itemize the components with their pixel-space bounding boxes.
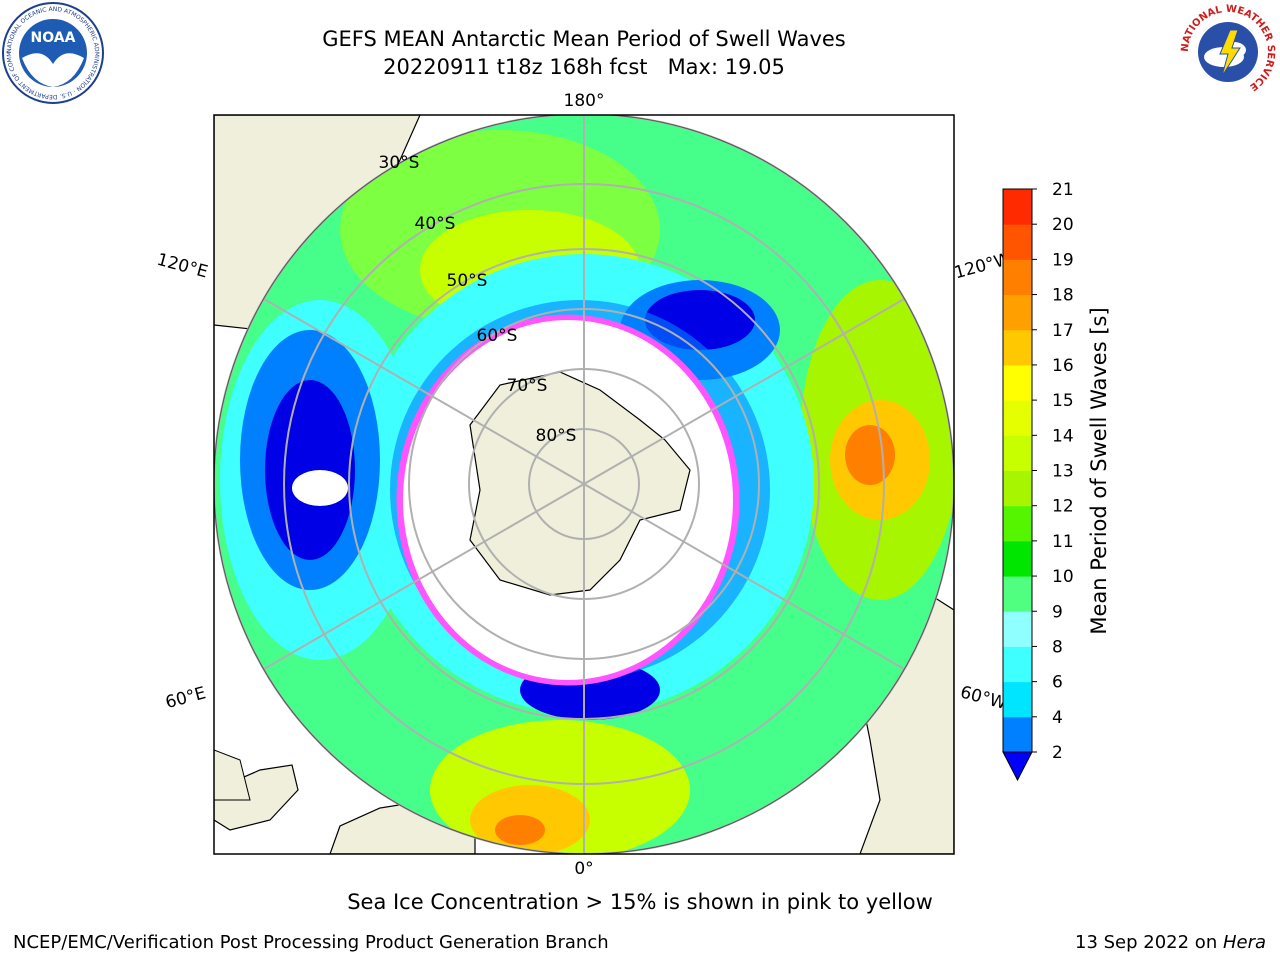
colorbar-tick-label: 19 bbox=[1052, 250, 1074, 270]
colorbar: 2 4 6 8 9 10 11 12 13 14 15 16 17 18 19 20 21 bbox=[1002, 180, 1074, 782]
colorbar-segment bbox=[1003, 364, 1032, 401]
footer-host: Hera bbox=[1222, 932, 1266, 953]
nws-logo: NATIONAL WEATHER SERVICE bbox=[1180, 4, 1276, 100]
footer-left: NCEP/EMC/Verification Post Processing Pr… bbox=[13, 932, 609, 953]
colorbar-tick-label: 2 bbox=[1052, 743, 1063, 763]
colorbar-segment bbox=[1003, 294, 1032, 331]
title-line1: GEFS MEAN Antarctic Mean Period of Swell… bbox=[322, 27, 846, 51]
lat-label-70s: 70°S bbox=[507, 376, 548, 396]
noaa-logo-text: NOAA bbox=[31, 30, 76, 46]
colorbar-tick-label: 17 bbox=[1052, 321, 1074, 341]
map-frame bbox=[213, 114, 955, 855]
lat-label-60s: 60°S bbox=[477, 326, 518, 346]
colorbar-segment bbox=[1003, 329, 1032, 366]
colorbar-segment bbox=[1003, 189, 1032, 225]
colorbar-tick-label: 8 bbox=[1052, 637, 1063, 657]
colorbar-segment bbox=[1003, 259, 1032, 296]
lon-label-180: 180° bbox=[564, 91, 605, 111]
colorbar-tick-label: 12 bbox=[1052, 497, 1074, 517]
sea-ice-caption: Sea Ice Concentration > 15% is shown in … bbox=[347, 890, 933, 914]
colorbar-tick-label: 4 bbox=[1052, 708, 1063, 728]
colorbar-tick-label: 21 bbox=[1052, 180, 1074, 200]
colorbar-tick-label: 10 bbox=[1052, 567, 1074, 587]
southwest-land bbox=[214, 749, 251, 801]
colorbar-segment bbox=[1003, 540, 1032, 577]
colorbar-segment bbox=[1003, 470, 1032, 507]
colorbar-segment bbox=[1003, 435, 1032, 471]
lon-label-60e: 60°E bbox=[163, 683, 208, 713]
colorbar-tick-label: 9 bbox=[1052, 602, 1063, 622]
lon-label-60w: 60°W bbox=[958, 682, 1009, 714]
noaa-logo: NATIONAL OCEANIC AND ATMOSPHERIC ADMINIS… bbox=[2, 2, 104, 104]
antarctica-land bbox=[469, 371, 691, 596]
colorbar-tick-label: 6 bbox=[1052, 673, 1063, 693]
colorbar-tick-label: 15 bbox=[1052, 391, 1074, 411]
colorbar-tick-label: 14 bbox=[1052, 426, 1074, 446]
colorbar-segment bbox=[1003, 224, 1032, 260]
colorbar-tick-label: 16 bbox=[1052, 356, 1074, 376]
colorbar-tick-label: 18 bbox=[1052, 286, 1074, 306]
colorbar-tick-label: 11 bbox=[1052, 532, 1074, 552]
lon-label-120e: 120°E bbox=[155, 250, 210, 283]
colorbar-label: Mean Period of Swell Waves [s] bbox=[1087, 307, 1111, 634]
colorbar-segment bbox=[1003, 681, 1032, 718]
colorbar-segment bbox=[1003, 400, 1032, 436]
lon-label-0: 0° bbox=[574, 859, 593, 879]
footer-right: 13 Sep 2022 on Hera bbox=[1075, 932, 1266, 953]
title-line2: 20220911 t18z 168h fcst Max: 19.05 bbox=[383, 55, 785, 79]
colorbar-segment bbox=[1003, 716, 1032, 753]
colorbar-segment bbox=[1003, 505, 1032, 542]
lat-label-50s: 50°S bbox=[447, 271, 488, 291]
colorbar-segment bbox=[1003, 646, 1032, 683]
lat-label-80s: 80°S bbox=[536, 426, 577, 446]
lat-label-40s: 40°S bbox=[415, 214, 456, 234]
colorbar-tick-label: 20 bbox=[1052, 215, 1074, 235]
colorbar-tick-label: 13 bbox=[1052, 462, 1074, 482]
colorbar-underflow bbox=[1002, 751, 1033, 782]
colorbar-segment bbox=[1003, 576, 1032, 612]
colorbar-segment bbox=[1003, 611, 1032, 647]
footer-date: 13 Sep 2022 on bbox=[1075, 932, 1223, 953]
lat-label-30s: 30°S bbox=[379, 153, 420, 173]
